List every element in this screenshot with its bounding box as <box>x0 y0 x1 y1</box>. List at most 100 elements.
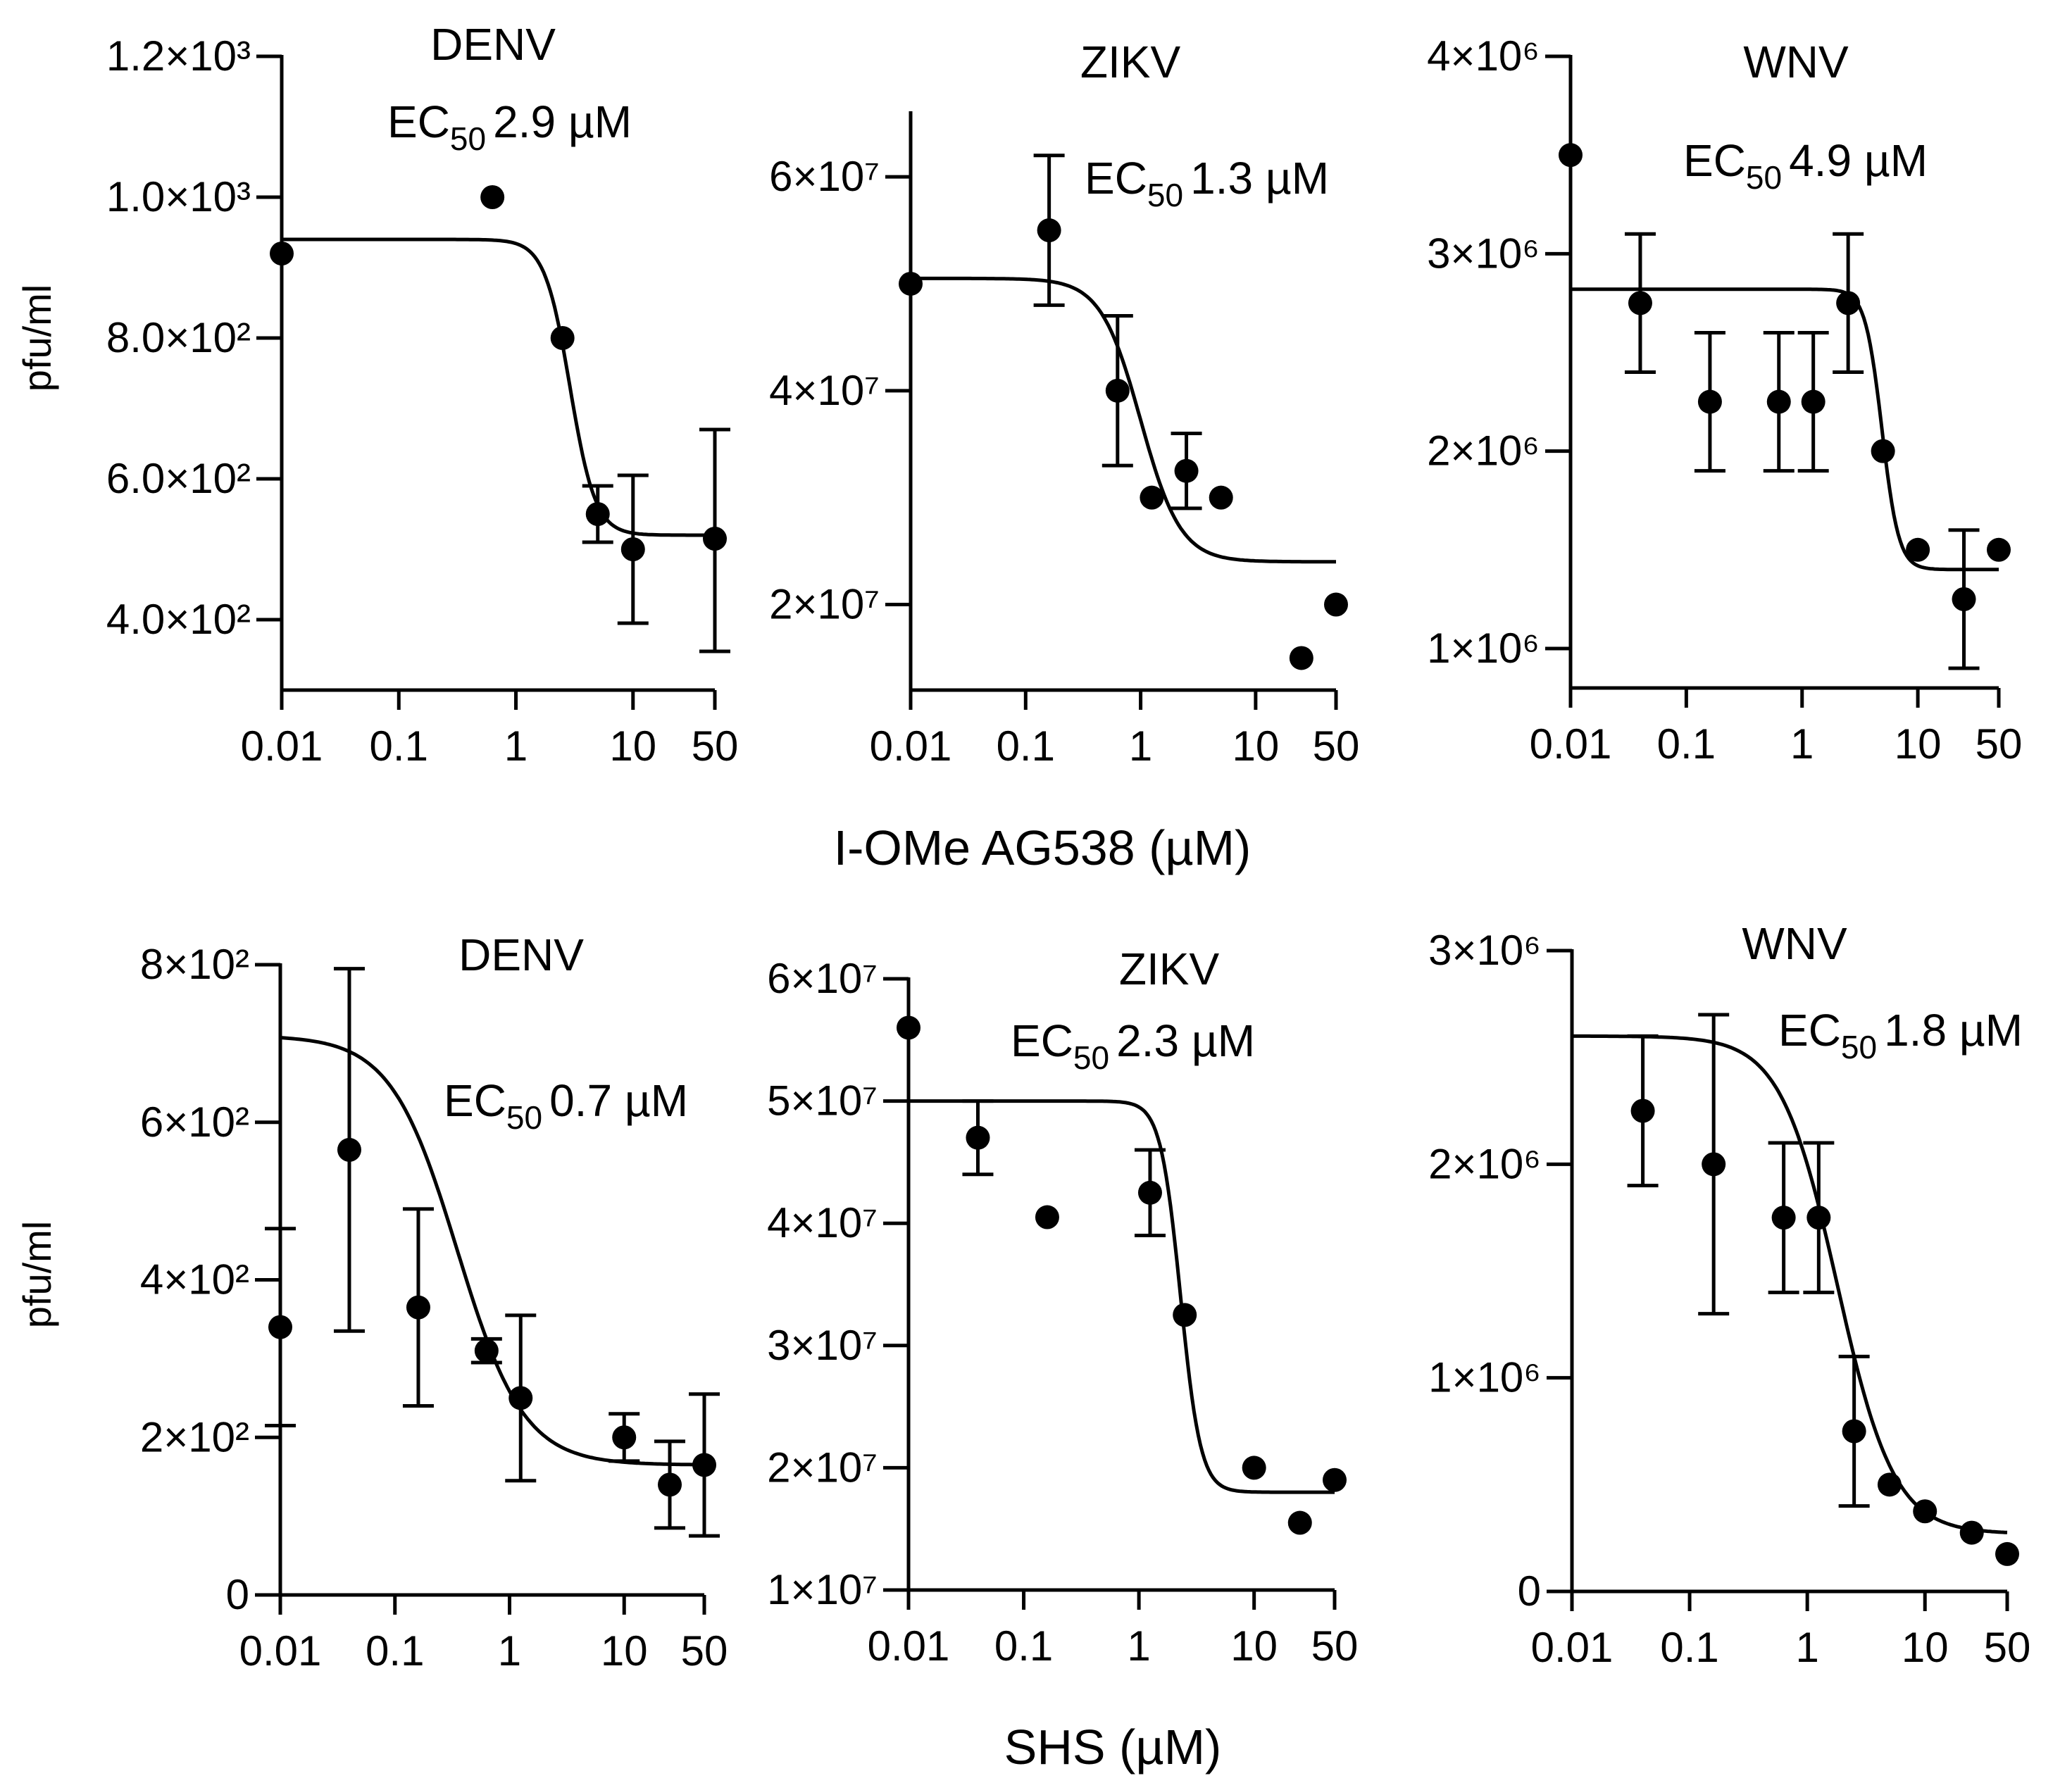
data-point <box>658 1472 682 1497</box>
x-tick-label: 1 <box>1129 722 1152 770</box>
ec50-label: EC50 2.9 µM <box>387 96 632 157</box>
y-tick-label: 1×10⁷ <box>767 1566 878 1613</box>
y-tick-label: 2×10⁶ <box>1428 1140 1541 1187</box>
data-point <box>550 326 575 350</box>
panel-title: ZIKV <box>1080 37 1181 87</box>
data-point <box>1987 537 2011 562</box>
y-tick-label: 4×10² <box>140 1256 249 1303</box>
data-point <box>1209 485 1233 510</box>
x-tick-label: 10 <box>601 1627 648 1675</box>
x-tick-label: 50 <box>1984 1624 2031 1671</box>
data-point <box>1871 439 1895 463</box>
data-point <box>1324 592 1348 617</box>
data-point <box>1628 291 1652 315</box>
data-point <box>1877 1472 1902 1497</box>
ec50-label: EC50 1.3 µM <box>1085 153 1329 213</box>
fit-curve <box>282 237 715 537</box>
x-tick-label: 0.01 <box>239 1627 322 1675</box>
data-point <box>899 271 923 296</box>
panel-title: DENV <box>458 930 584 980</box>
data-point <box>270 242 294 265</box>
data-point <box>1959 1520 1984 1545</box>
data-point <box>1702 1152 1726 1177</box>
panel-4-denv: 0 2×10² 4×10² 6×10² 8×10² 0.01 0.1 1 10 50 DENV EC5… <box>140 930 728 1675</box>
data-point <box>508 1386 533 1410</box>
y-tick-label: 0 <box>226 1571 249 1618</box>
y-tick-label: 3×10⁷ <box>767 1322 878 1369</box>
data-point <box>1697 389 1722 414</box>
x-tick-label: 10 <box>1230 1622 1278 1670</box>
data-point <box>1906 537 1930 562</box>
x-tick-label: 0.01 <box>241 722 323 770</box>
y-tick-label: 6×10⁷ <box>769 153 880 200</box>
data-point <box>620 537 645 561</box>
panel-6-wnv: 0 1×10⁶ 2×10⁶ 3×10⁶ 0.01 0.1 1 10 50 WNV EC50 1.8 µ… <box>1428 918 2030 1671</box>
panel-title: WNV <box>1742 918 1847 969</box>
data-point <box>1174 458 1199 483</box>
panel-title: WNV <box>1743 37 1849 87</box>
data-point <box>1801 389 1826 414</box>
data-point <box>1952 587 1976 611</box>
data-point <box>1173 1303 1197 1327</box>
x-tick-label: 10 <box>609 722 656 770</box>
y-tick-label: 4×10⁷ <box>769 367 880 414</box>
data-point <box>1836 291 1861 315</box>
x-tick-label: 0.1 <box>1657 720 1716 768</box>
data-point <box>337 1137 361 1162</box>
x-tick-label: 1 <box>504 722 528 770</box>
y-tick-label: 8.0×10² <box>106 314 251 361</box>
y-tick-label: 1×10⁶ <box>1427 625 1540 672</box>
y-tick-label: 6.0×10² <box>106 455 251 502</box>
data-point <box>703 527 727 551</box>
y-tick-label: 5×10⁷ <box>767 1077 878 1125</box>
y-tick-label: 4.0×10² <box>106 596 251 643</box>
y-tick-label: 2×10⁶ <box>1427 427 1540 475</box>
data-point <box>1559 143 1583 168</box>
y-tick-label: 2×10⁷ <box>769 581 880 628</box>
x-tick-label: 50 <box>692 722 739 770</box>
y-tick-label: 2×10² <box>140 1413 249 1460</box>
data-point <box>612 1425 637 1450</box>
ec50-label: EC50 2.3 µM <box>1011 1015 1255 1076</box>
x-tick-label: 50 <box>681 1627 728 1675</box>
y-tick-label: 4×10⁶ <box>1427 32 1540 80</box>
x-tick-label: 1 <box>1127 1622 1150 1670</box>
data-point <box>1913 1499 1937 1524</box>
x-tick-label: 0.1 <box>1660 1624 1718 1671</box>
y-axis-label-row-1: pfu/ml <box>15 284 59 392</box>
y-tick-label: 1.0×10³ <box>106 173 251 220</box>
x-tick-label: 0.1 <box>370 722 428 770</box>
panel-2-zikv: 2×10⁷ 4×10⁷ 6×10⁷ 0.01 0.1 1 10 50 ZIKV EC50 1.3 µ… <box>769 37 1359 770</box>
data-point <box>1287 1510 1312 1535</box>
data-point <box>474 1339 499 1363</box>
x-tick-label: 0.1 <box>997 722 1055 770</box>
y-tick-label: 3×10⁶ <box>1428 927 1541 974</box>
y-tick-label: 3×10⁶ <box>1427 230 1540 277</box>
y-axis-label-row-2: pfu/ml <box>15 1221 59 1329</box>
data-point <box>1842 1419 1866 1444</box>
y-tick-label: 2×10⁷ <box>767 1444 878 1491</box>
x-tick-label: 50 <box>1311 1622 1359 1670</box>
data-point <box>1140 485 1164 510</box>
data-point <box>1037 218 1061 243</box>
ec50-label: EC50 1.8 µM <box>1778 1005 2023 1065</box>
panel-title: ZIKV <box>1119 944 1220 994</box>
data-point <box>585 502 610 526</box>
x-tick-label: 10 <box>1232 722 1279 770</box>
x-tick-label: 0.01 <box>868 1622 950 1670</box>
x-tick-label: 1 <box>1795 1624 1818 1671</box>
fit-curve <box>909 1099 1335 1494</box>
panel-3-wnv: 1×10⁶ 2×10⁶ 3×10⁶ 4×10⁶ 0.01 0.1 1 10 50 WNV EC50 4… <box>1427 32 2022 768</box>
data-point <box>1630 1099 1655 1123</box>
y-tick-label: 1×10⁶ <box>1428 1354 1541 1401</box>
data-point <box>268 1315 292 1339</box>
x-tick-label: 10 <box>1902 1624 1949 1671</box>
data-point <box>966 1125 990 1150</box>
data-point <box>480 185 505 209</box>
y-tick-label: 0 <box>1518 1567 1541 1615</box>
fit-curve <box>911 276 1336 564</box>
x-tick-label: 0.1 <box>366 1627 424 1675</box>
x-tick-label: 0.01 <box>870 722 952 770</box>
data-point <box>1289 646 1313 670</box>
